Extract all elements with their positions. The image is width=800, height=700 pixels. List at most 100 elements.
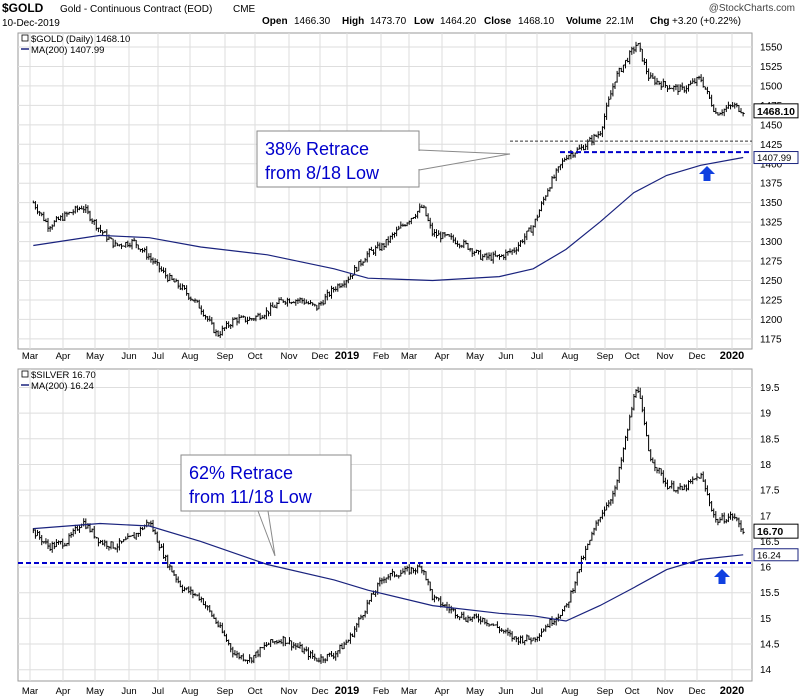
gold-x-tick-label: Oct [248, 351, 263, 362]
chg-value: +3.20 (+0.22%) [672, 16, 741, 27]
silver-x-tick-label: Apr [56, 686, 71, 697]
gold-x-tick-label: May [86, 351, 104, 362]
gold-y-tick-label: 1450 [760, 120, 783, 131]
gold-x-tick-label: Dec [312, 351, 329, 362]
low-value: 1464.20 [440, 16, 477, 27]
silver-panel: 14 14.5 15 15.5 16 16.5 17 17.5 18 18.5 19 19.5 Mar A… [17, 368, 799, 697]
silver-x-tick-label: Jul [152, 686, 164, 697]
gold-legend-price: $GOLD (Daily) 1468.10 [31, 34, 130, 45]
silver-y-tick-label: 14 [760, 665, 772, 676]
gold-x-tick-label: 2019 [335, 350, 359, 362]
gold-ma-price-box [753, 151, 799, 165]
gold-x-tick-label: May [466, 351, 484, 362]
silver-y-tick-label: 18 [760, 460, 772, 471]
silver-up-arrow-icon [714, 569, 730, 584]
gold-callout-box [256, 130, 420, 188]
silver-x-tick-label: Jun [121, 686, 136, 697]
silver-last-price-label: 16.70 [757, 526, 783, 538]
silver-y-tick-label: 14.5 [760, 640, 780, 651]
gold-y-tick-label: 1175 [760, 334, 782, 345]
silver-callout-line2: from 11/18 Low [189, 487, 313, 507]
silver-x-tick-label: Apr [435, 686, 450, 697]
silver-x-tick-label: Dec [689, 686, 706, 697]
gold-x-tick-label: Jun [121, 351, 136, 362]
gold-y-tick-label: 1250 [760, 276, 783, 287]
silver-ma-price-label: 16.24 [757, 550, 781, 561]
gold-panel: 1175 1200 1225 1250 1275 1300 1325 1350 1375 1400… [17, 32, 799, 362]
silver-x-tick-label: Feb [373, 686, 389, 697]
silver-y-tick-label: 16 [760, 563, 772, 574]
header-symbol: $GOLD [2, 1, 44, 15]
silver-x-tick-label: Mar [22, 686, 38, 697]
open-value: 1466.30 [294, 16, 331, 27]
open-label: Open [262, 16, 288, 27]
gold-callout-line1: 38% Retrace [265, 139, 369, 159]
gold-legend-ma: MA(200) 1407.99 [31, 45, 104, 56]
silver-y-tick-label: 15.5 [760, 588, 780, 599]
gold-up-arrow-icon [699, 166, 715, 181]
gold-y-tick-label: 1550 [760, 43, 783, 54]
gold-x-tick-label: Mar [401, 351, 417, 362]
gold-x-tick-label: Oct [625, 351, 640, 362]
silver-y-tick-label: 19 [760, 409, 772, 420]
silver-x-tick-label: 2020 [720, 685, 744, 697]
gold-x-tick-label: Nov [281, 351, 298, 362]
silver-legend-price-swatch [21, 370, 29, 378]
silver-y-tick-label: 16.5 [760, 537, 780, 548]
gold-x-tick-label: Dec [689, 351, 706, 362]
gold-x-tick-label: Jun [498, 351, 513, 362]
silver-x-tick-label: Aug [562, 686, 579, 697]
gold-x-tick-label: Jul [531, 351, 543, 362]
silver-x-tick-label: Mar [401, 686, 417, 697]
silver-x-tick-label: Oct [248, 686, 263, 697]
gold-last-price-box [753, 103, 799, 119]
gold-callout-joint [418, 151, 420, 169]
gold-x-tick-label: Sep [597, 351, 614, 362]
low-label: Low [414, 16, 434, 27]
gold-y-tick-label: 1200 [760, 315, 783, 326]
gold-legend-price-swatch [21, 34, 29, 42]
gold-ma-price-label: 1407.99 [757, 153, 791, 164]
silver-y-tick-label: 17.5 [760, 486, 780, 497]
silver-y-tick-label: 19.5 [760, 383, 780, 394]
silver-x-tick-label: Jul [531, 686, 543, 697]
gold-x-tick-label: Mar [22, 351, 38, 362]
silver-x-tick-label: May [466, 686, 484, 697]
high-value: 1473.70 [370, 16, 407, 27]
gold-plot-frame [17, 32, 753, 350]
silver-x-tick-label: 2019 [335, 685, 359, 697]
gold-x-tick-label: 2020 [720, 350, 744, 362]
gold-x-tick-label: Apr [435, 351, 450, 362]
gold-x-tick-label: Aug [182, 351, 199, 362]
gold-y-tick-label: 1400 [760, 159, 783, 170]
silver-last-price-box [753, 523, 799, 539]
gold-y-tick-label: 1325 [760, 218, 783, 229]
silver-callout-box [180, 454, 352, 512]
silver-x-tick-label: Sep [597, 686, 614, 697]
silver-x-tick-label: Nov [281, 686, 298, 697]
header-date: 10-Dec-2019 [2, 18, 60, 29]
silver-x-tick-label: Nov [657, 686, 674, 697]
gold-last-price-label: 1468.10 [757, 106, 795, 118]
gold-y-tick-label: 1300 [760, 237, 783, 248]
gold-x-tick-label: Aug [562, 351, 579, 362]
gold-x-tick-label: Apr [56, 351, 71, 362]
chg-label: Chg [650, 16, 669, 27]
gold-callout-line2: from 8/18 Low [265, 163, 380, 183]
gold-x-tick-label: Sep [217, 351, 234, 362]
silver-y-tick-label: 15 [760, 614, 772, 625]
gold-y-tick-label: 1275 [760, 257, 783, 268]
gold-x-tick-label: Jul [152, 351, 164, 362]
silver-x-tick-label: Sep [217, 686, 234, 697]
gold-y-tick-label: 1225 [760, 295, 783, 306]
high-label: High [342, 16, 364, 27]
silver-x-tick-label: May [86, 686, 104, 697]
gold-y-tick-label: 1425 [760, 140, 783, 151]
gold-y-tick-label: 1375 [760, 179, 783, 190]
watermark: @StockCharts.com [709, 3, 795, 14]
gold-ma200-line [33, 156, 744, 282]
gold-y-tick-label: 1500 [760, 81, 783, 92]
close-label: Close [484, 16, 512, 27]
volume-value: 22.1M [606, 16, 634, 27]
